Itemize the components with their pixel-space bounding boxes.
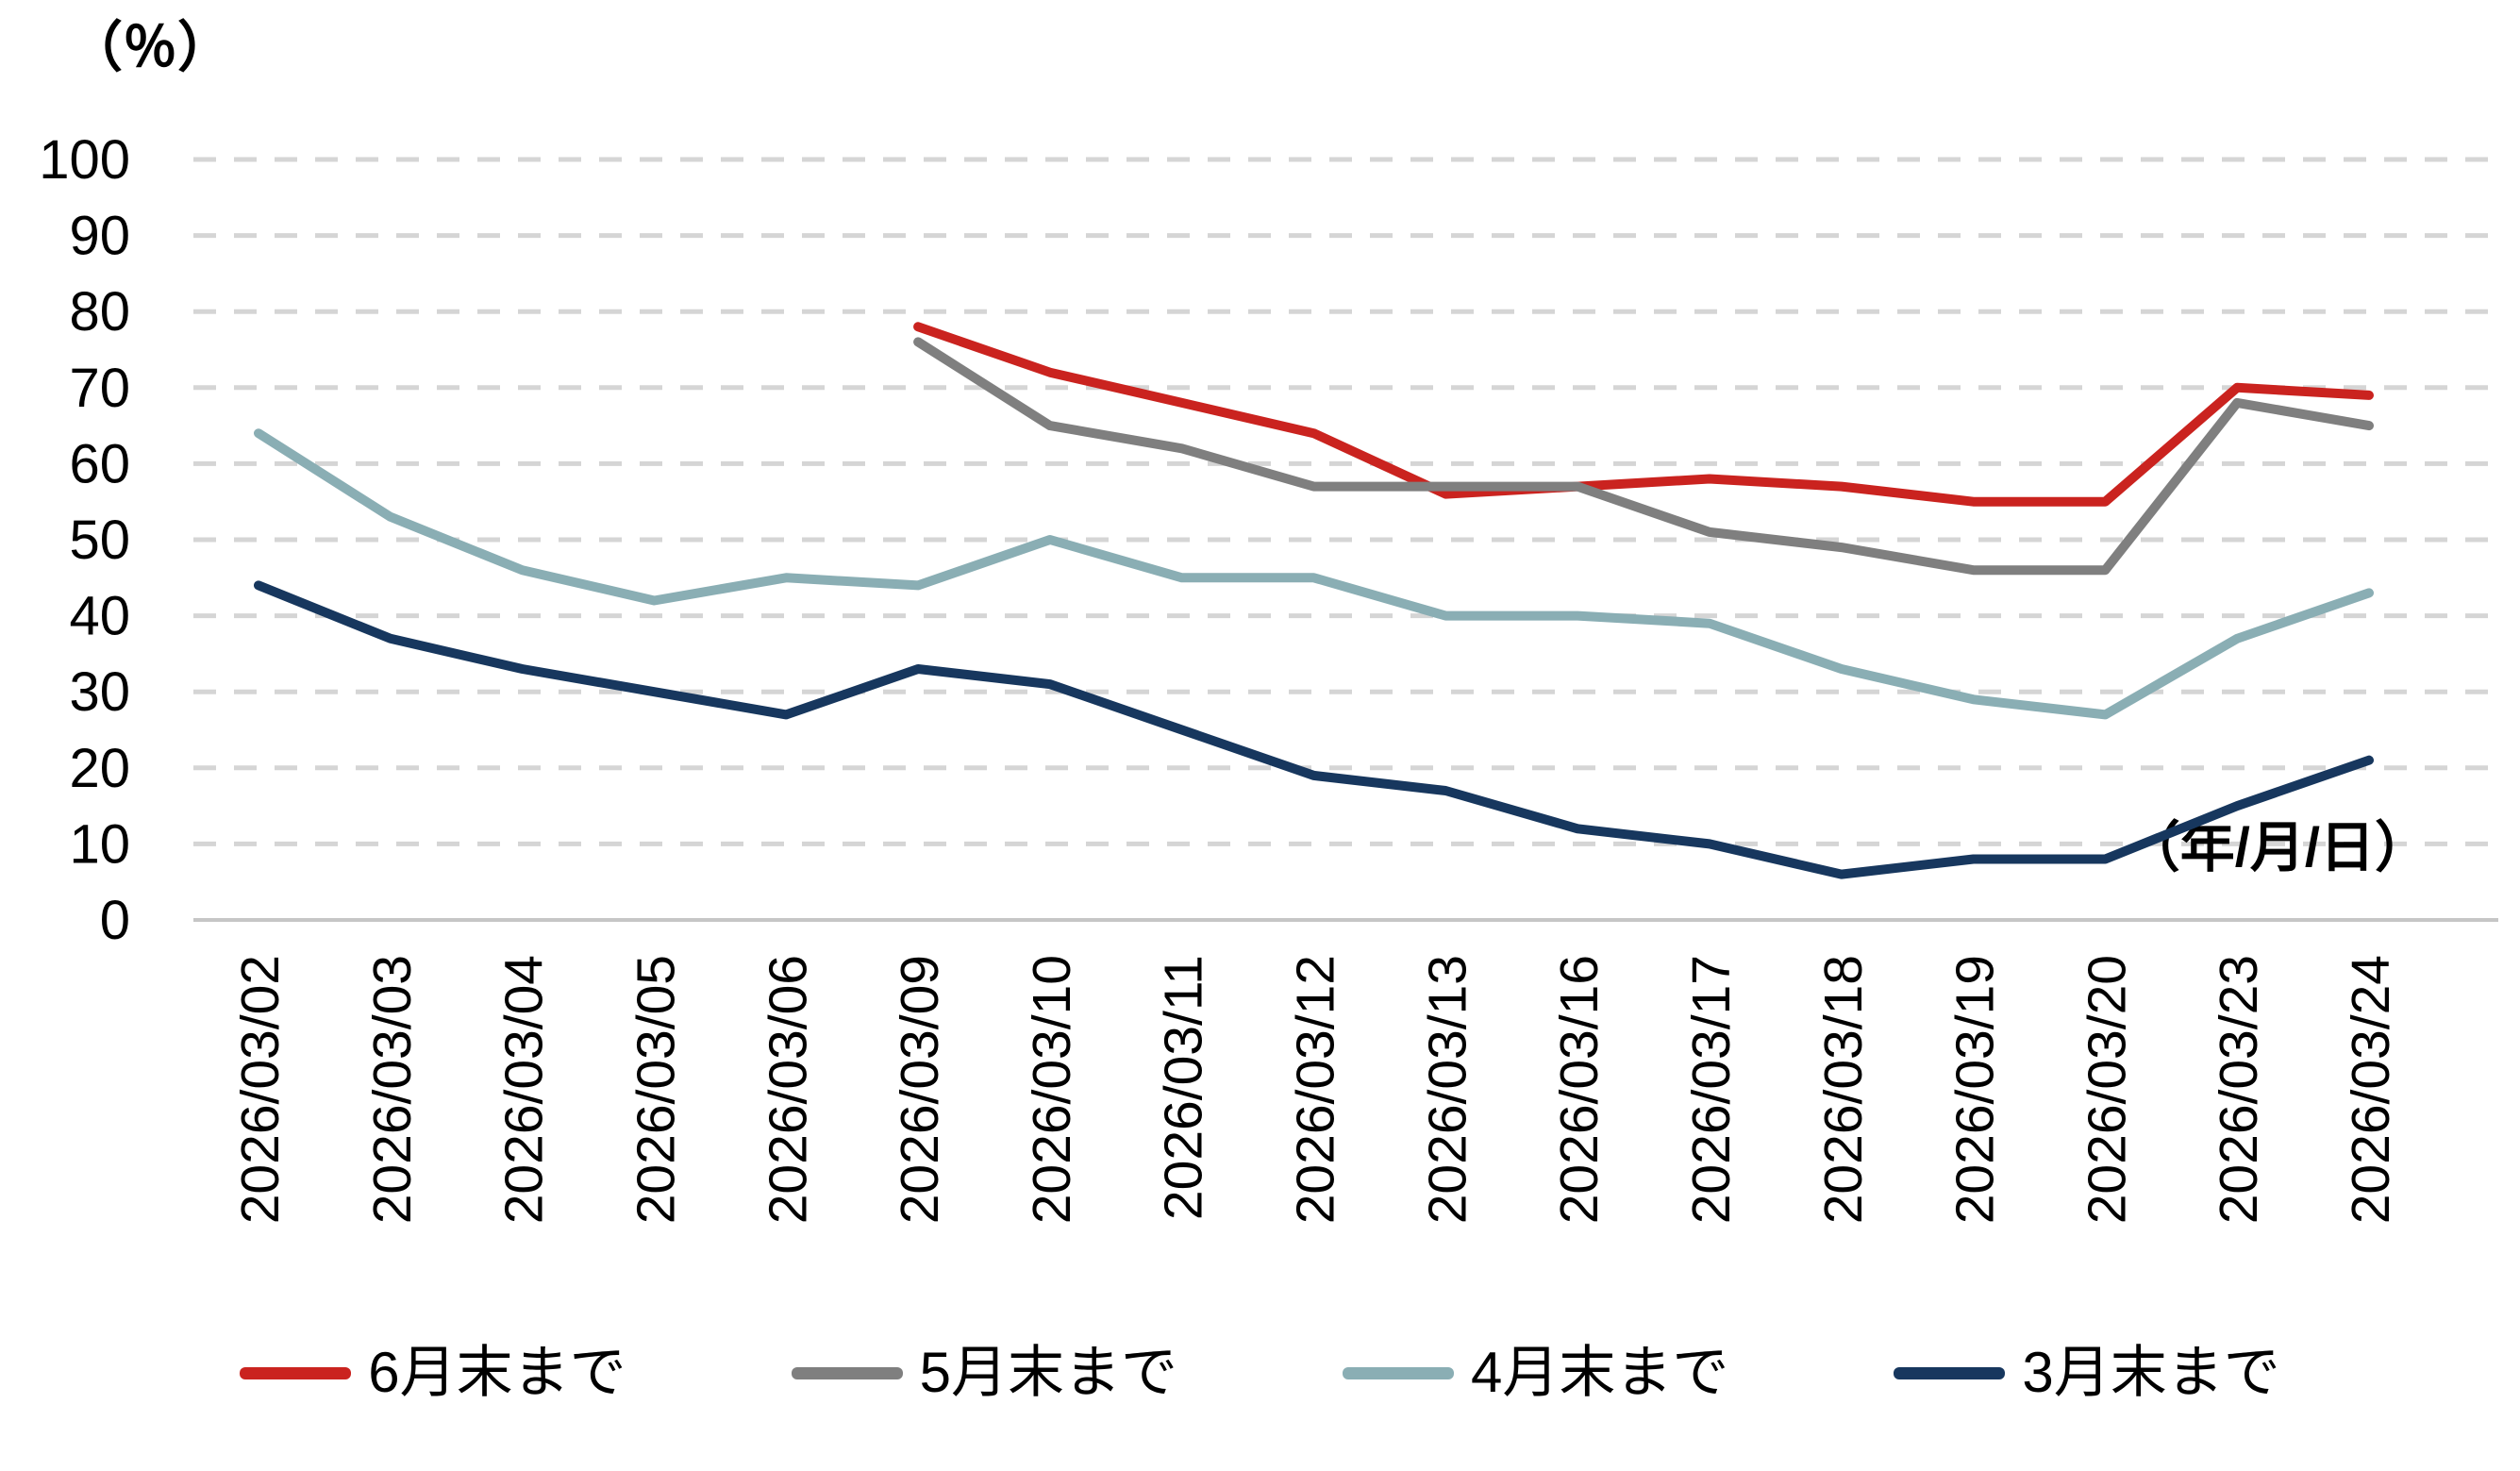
y-tick-label: 90 <box>69 206 130 267</box>
legend-swatch-1 <box>791 1366 903 1379</box>
y-tick-label: 100 <box>39 129 130 191</box>
legend-swatch-0 <box>240 1366 352 1379</box>
y-tick-label: 30 <box>69 661 130 723</box>
legend-item-3: 3月末まで <box>1894 1341 2280 1404</box>
y-tick-label: 60 <box>69 433 130 494</box>
x-tick-label: 2026/03/16 <box>1549 955 1610 1224</box>
x-tick-label: 2026/03/13 <box>1417 955 1477 1224</box>
x-tick-label: 2026/03/11 <box>1154 955 1214 1220</box>
y-tick-label: 50 <box>69 510 130 571</box>
legend-label-3: 3月末まで <box>2022 1341 2280 1404</box>
series-line-2 <box>254 428 2374 720</box>
x-tick-label: 2026/03/06 <box>758 955 818 1224</box>
legend-label-1: 5月末まで <box>919 1341 1177 1404</box>
y-tick-label: 10 <box>69 813 130 875</box>
legend-swatch-3 <box>1894 1366 2006 1379</box>
y-tick-label: 40 <box>69 586 130 647</box>
y-tick-label: 20 <box>69 738 130 799</box>
legend-item-0: 6月末まで <box>240 1345 626 1401</box>
x-tick-label: 2026/03/20 <box>2077 955 2137 1224</box>
y-tick-label: 80 <box>69 281 130 343</box>
x-tick-label: 2026/03/09 <box>890 955 950 1224</box>
series-line-1 <box>913 337 2374 576</box>
legend-item-1: 5月末まで <box>791 1341 1177 1404</box>
x-tick-label: 2026/03/17 <box>1681 955 1742 1224</box>
x-tick-label: 2026/03/02 <box>230 955 291 1224</box>
x-tick-label: 2026/03/04 <box>494 955 555 1224</box>
legend-item-2: 4月末まで <box>1343 1345 1728 1401</box>
series-line-0 <box>913 322 2374 507</box>
x-tick-label: 2026/03/23 <box>2209 955 2269 1224</box>
y-tick-label: 0 <box>100 890 130 951</box>
legend-swatch-2 <box>1343 1366 1454 1379</box>
legend-label-0: 6月末まで <box>368 1341 626 1404</box>
x-tick-label: 2026/03/05 <box>626 955 686 1224</box>
y-tick-label: 70 <box>69 358 130 419</box>
x-tick-label: 2026/03/10 <box>1022 955 1082 1224</box>
legend: 6月末まで 5月末まで 4月末まで 3月末まで <box>0 1345 2520 1401</box>
legend-label-2: 4月末まで <box>1471 1341 1729 1404</box>
x-tick-label: 2026/03/03 <box>362 955 423 1224</box>
x-tick-label: 2026/03/18 <box>1813 955 1874 1224</box>
y-axis-title: （％） <box>68 17 232 78</box>
series-line-3 <box>254 580 2374 879</box>
x-axis-title: （年/月/日） <box>2126 817 2429 878</box>
x-tick-label: 2026/03/19 <box>1945 955 2006 1224</box>
x-tick-label: 2026/03/24 <box>2341 955 2401 1224</box>
x-tick-label: 2026/03/12 <box>1286 955 1346 1224</box>
